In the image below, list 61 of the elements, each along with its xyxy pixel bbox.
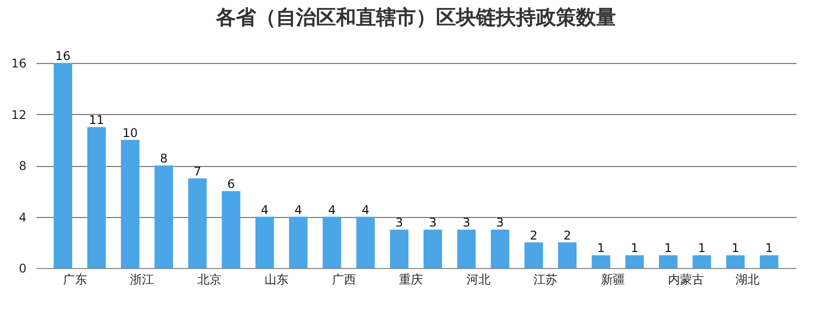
x-tick-label: 浙江 (130, 272, 154, 286)
data-label: 4 (362, 202, 370, 217)
data-label: 3 (428, 216, 437, 230)
x-tick-label: 北京 (197, 272, 222, 286)
y-tick-label: 16 (11, 56, 26, 70)
x-tick-label: 江苏 (534, 272, 558, 286)
data-label: 4 (260, 202, 268, 217)
data-label: 16 (55, 49, 71, 63)
y-tick-label: 8 (18, 159, 26, 173)
data-label: 1 (630, 241, 638, 256)
bar (524, 242, 543, 268)
bar (760, 255, 778, 268)
data-label: 2 (530, 228, 538, 242)
bar (120, 140, 140, 268)
bar (356, 216, 375, 268)
data-label: 3 (462, 216, 470, 230)
bar (255, 216, 274, 268)
data-label: 4 (328, 202, 336, 217)
chart-title: 各省（自治区和直辖市）区块链扶持政策数量 (215, 5, 616, 29)
data-label: 1 (698, 241, 706, 256)
bar (188, 178, 207, 268)
data-label: 10 (122, 126, 138, 140)
bar (87, 127, 106, 268)
bar (154, 166, 174, 268)
data-label: 1 (765, 241, 773, 256)
bar (490, 230, 510, 268)
data-label: 4 (294, 202, 302, 217)
bar (54, 63, 72, 268)
bar (289, 216, 308, 268)
x-tick-label: 新疆 (600, 272, 625, 286)
bar (658, 255, 678, 268)
x-tick-label: 广东 (62, 272, 87, 286)
bar (457, 230, 476, 268)
data-label: 6 (227, 177, 235, 192)
bar (692, 255, 712, 268)
data-label: 1 (597, 241, 605, 256)
bar (625, 255, 644, 268)
data-label: 7 (194, 164, 202, 178)
y-tick-label: 12 (11, 108, 26, 122)
bar (592, 255, 610, 268)
data-label: 3 (395, 216, 404, 230)
bar (726, 255, 745, 268)
bar (322, 216, 342, 268)
data-label: 2 (564, 228, 572, 242)
y-tick-label: 0 (18, 262, 26, 276)
x-tick-label: 广西 (332, 272, 356, 286)
data-label: 3 (496, 216, 504, 230)
data-label: 11 (88, 113, 104, 128)
x-tick-label: 山东 (264, 272, 289, 286)
bar (558, 242, 577, 268)
x-tick-label: 重庆 (399, 272, 424, 286)
x-tick-label: 河北 (466, 272, 490, 286)
data-label: 8 (160, 152, 168, 166)
bar (424, 230, 442, 268)
bar (390, 230, 408, 268)
data-label: 1 (664, 241, 672, 256)
bar (222, 191, 240, 268)
x-tick-label: 内蒙古 (668, 272, 704, 286)
x-tick-label: 湖北 (735, 272, 760, 286)
data-label: 1 (732, 241, 740, 256)
y-tick-label: 4 (18, 210, 26, 224)
